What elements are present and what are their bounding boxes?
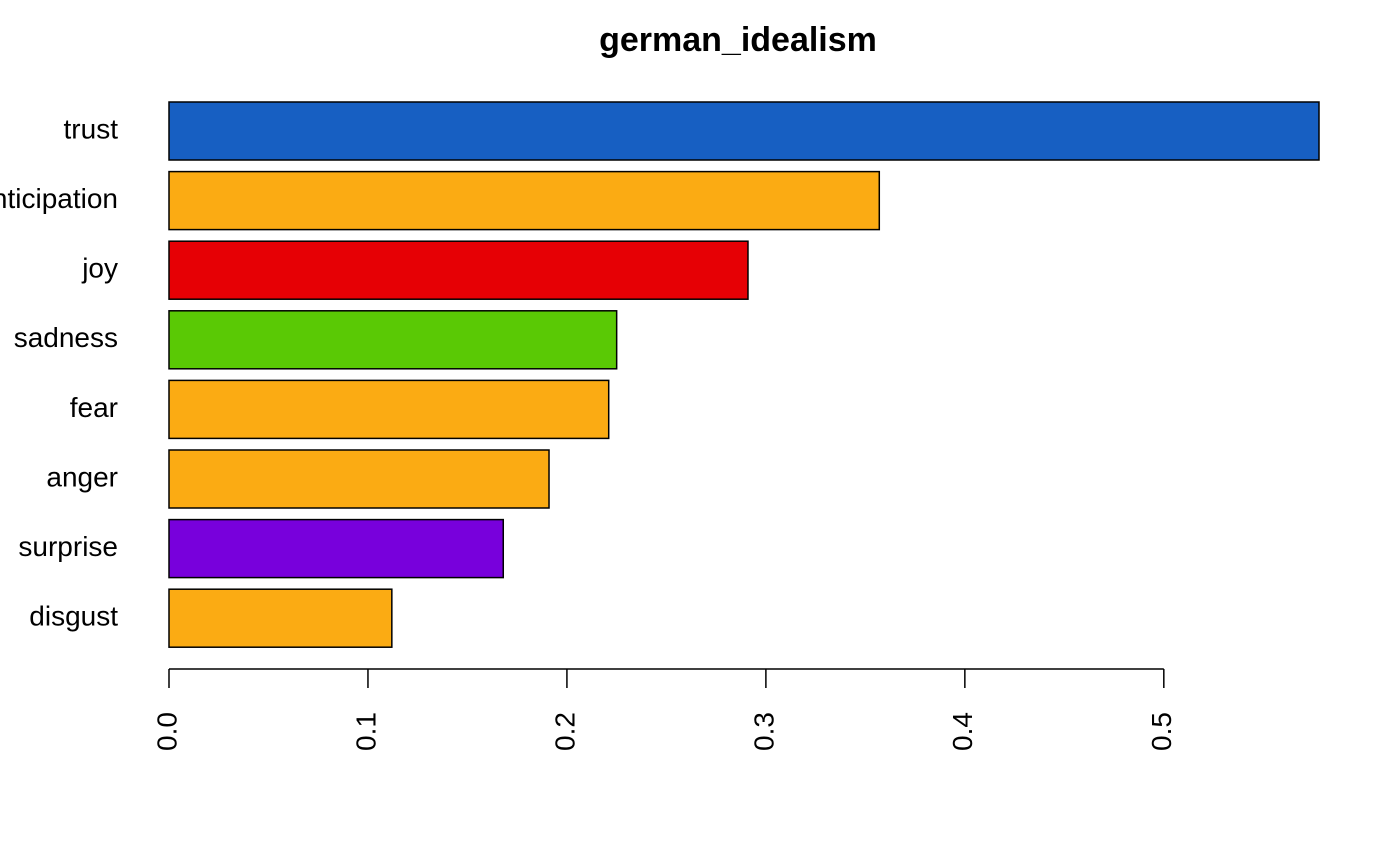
y-tick-label: trust <box>64 113 119 144</box>
bar <box>168 240 749 300</box>
bar <box>168 588 393 648</box>
y-tick-label: anger <box>46 461 118 492</box>
x-tick-label: 0.3 <box>748 712 779 751</box>
y-tick-label: anticipation <box>0 183 118 214</box>
y-tick-label: sadness <box>14 322 118 353</box>
bar <box>168 101 1320 161</box>
x-tick-label: 0.2 <box>549 712 580 751</box>
y-tick-label: disgust <box>29 601 118 632</box>
bar <box>168 518 505 579</box>
bar <box>168 379 610 440</box>
x-tick-label: 0.1 <box>350 712 381 751</box>
y-tick-label: fear <box>70 392 118 423</box>
y-tick-label: surprise <box>18 531 118 562</box>
bar <box>168 170 881 231</box>
y-tick-label: joy <box>81 253 118 284</box>
x-tick-label: 0.0 <box>151 712 182 751</box>
x-tick-label: 0.4 <box>947 712 978 751</box>
bar <box>168 310 618 370</box>
chart-title: german_idealism <box>599 21 877 59</box>
bar <box>168 449 550 509</box>
x-tick-label: 0.5 <box>1146 712 1177 751</box>
